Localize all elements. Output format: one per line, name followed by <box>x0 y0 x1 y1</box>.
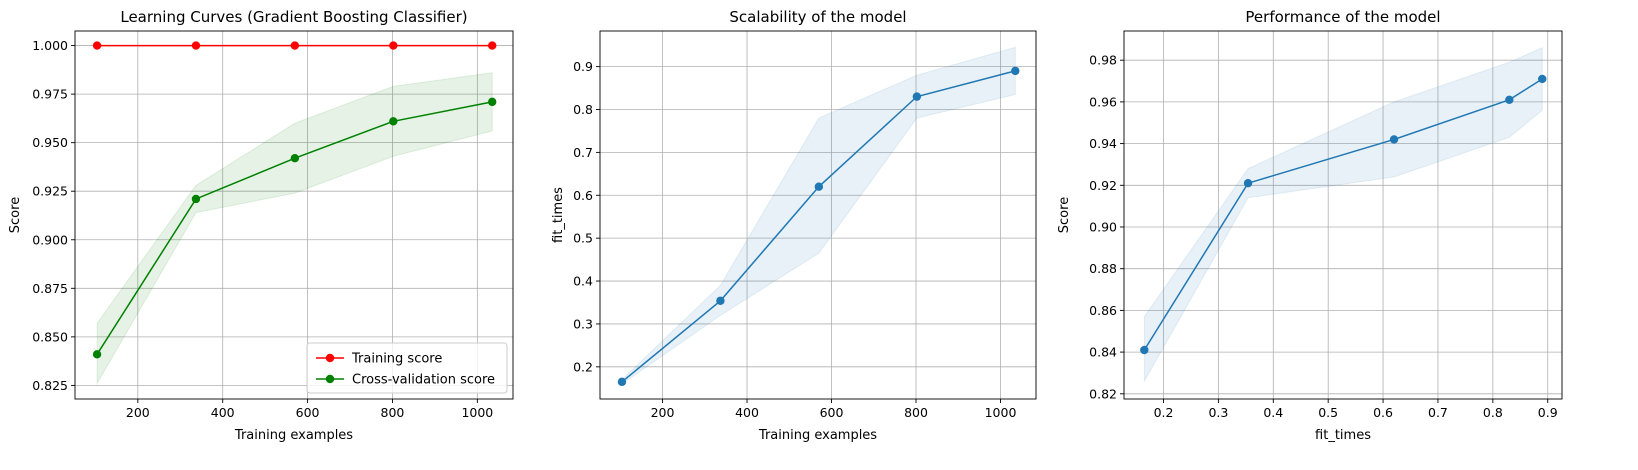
y-tick-label: 1.000 <box>32 38 68 53</box>
x-tick-label: 0.7 <box>1428 405 1448 420</box>
series-1-point <box>1011 66 1020 76</box>
series-1-point <box>814 182 824 191</box>
series-1-band <box>1143 46 1543 384</box>
y-tick-label: 0.92 <box>1089 178 1117 193</box>
y-tick-label: 0.2 <box>573 359 593 374</box>
y-tick-label: 0.4 <box>573 274 593 289</box>
series-1-point <box>617 377 627 387</box>
chart-title: Learning Curves (Gradient Boosting Class… <box>120 8 467 26</box>
y-tick-label: 0.3 <box>573 316 593 331</box>
x-tick-label: 1000 <box>985 405 1017 420</box>
legend-box <box>306 342 508 394</box>
series-1-point <box>1389 135 1399 144</box>
y-tick-label: 0.82 <box>1089 386 1117 401</box>
series-2-band <box>96 72 493 386</box>
y-tick-label: 0.6 <box>573 188 593 203</box>
y-axis-label: Score <box>1057 197 1072 233</box>
y-tick-label: 0.5 <box>573 231 593 246</box>
chart-title: Performance of the model <box>1245 8 1440 26</box>
series-1-point <box>912 92 922 101</box>
y-tick-label: 0.825 <box>32 378 68 393</box>
y-tick-label: 0.8 <box>573 102 593 117</box>
y-tick-label: 0.98 <box>1089 53 1117 68</box>
series-1-point <box>488 41 497 50</box>
series-1-point <box>290 41 300 50</box>
x-axis-label: Training examples <box>758 428 877 443</box>
x-tick-label: 800 <box>904 405 928 420</box>
series-1-point <box>389 41 398 50</box>
x-tick-label: 600 <box>296 405 320 420</box>
y-axis-label: fit_times <box>551 187 566 243</box>
y-tick-label: 0.7 <box>573 145 593 160</box>
y-tick-label: 0.850 <box>32 329 68 344</box>
series-2-point <box>92 350 102 359</box>
y-tick-label: 0.975 <box>32 87 68 102</box>
legend: Training score Cross-validation score <box>306 342 508 394</box>
series-1-point <box>1505 95 1514 105</box>
y-tick-label: 0.88 <box>1089 261 1117 276</box>
y-tick-label: 0.925 <box>32 184 68 199</box>
series-1-point <box>1140 345 1149 355</box>
series-2-point <box>389 117 398 126</box>
axes-frame <box>1123 30 1563 400</box>
x-tick-label: 0.8 <box>1483 405 1503 420</box>
x-tick-label: 800 <box>381 405 405 420</box>
x-tick-label: 0.4 <box>1263 405 1283 420</box>
series-2-point <box>290 153 300 163</box>
y-tick-label: 0.9 <box>573 59 593 74</box>
series-2-point <box>488 97 497 107</box>
y-tick-label: 0.94 <box>1089 136 1117 151</box>
legend-marker <box>325 353 335 363</box>
axes-frame <box>74 30 514 400</box>
chart-panel-1: 200 400 600 800 1000 0.825 0.850 0.875 0.900 0.92… <box>8 8 514 443</box>
legend-label: Training score <box>351 352 442 367</box>
chart-panel-2: 200 400 600 800 1000 0.2 0.3 0.4 0.5 0.6 0.7 0.8 0.9… <box>551 8 1037 443</box>
axes-frame <box>599 30 1037 400</box>
y-axis-label: Score <box>8 197 23 233</box>
series-1-point <box>1243 179 1253 188</box>
x-tick-label: 0.9 <box>1538 405 1558 420</box>
x-tick-label: 400 <box>211 405 235 420</box>
y-tick-label: 0.875 <box>32 281 68 296</box>
x-tick-label: 400 <box>735 405 759 420</box>
chart-panel-3: 0.2 0.3 0.4 0.5 0.6 0.7 0.8 0.9 0.82 0.84 0.86 0.88… <box>1057 8 1563 443</box>
chart-title: Scalability of the model <box>729 8 906 26</box>
x-tick-label: 0.5 <box>1318 405 1338 420</box>
x-tick-label: 0.3 <box>1208 405 1228 420</box>
y-tick-label: 0.86 <box>1089 303 1117 318</box>
x-axis-label: Training examples <box>234 428 353 443</box>
y-tick-label: 0.96 <box>1089 94 1117 109</box>
y-tick-label: 0.90 <box>1089 219 1117 234</box>
x-tick-label: 200 <box>651 405 675 420</box>
x-tick-label: 600 <box>820 405 844 420</box>
x-axis-label: fit_times <box>1315 428 1371 443</box>
legend-label: Cross-validation score <box>352 373 495 388</box>
series-2-point <box>191 194 201 204</box>
series-1-point <box>92 41 102 50</box>
x-tick-label: 200 <box>126 405 150 420</box>
y-tick-label: 0.900 <box>32 232 68 247</box>
legend-marker <box>325 374 335 384</box>
series-1-point <box>191 41 201 50</box>
series-1-point <box>716 296 725 305</box>
x-tick-label: 0.6 <box>1373 405 1393 420</box>
y-tick-label: 0.84 <box>1089 345 1117 360</box>
x-tick-label: 0.2 <box>1154 405 1174 420</box>
series-1-point <box>1538 74 1547 84</box>
x-tick-label: 1000 <box>461 405 493 420</box>
y-tick-label: 0.950 <box>32 135 68 150</box>
